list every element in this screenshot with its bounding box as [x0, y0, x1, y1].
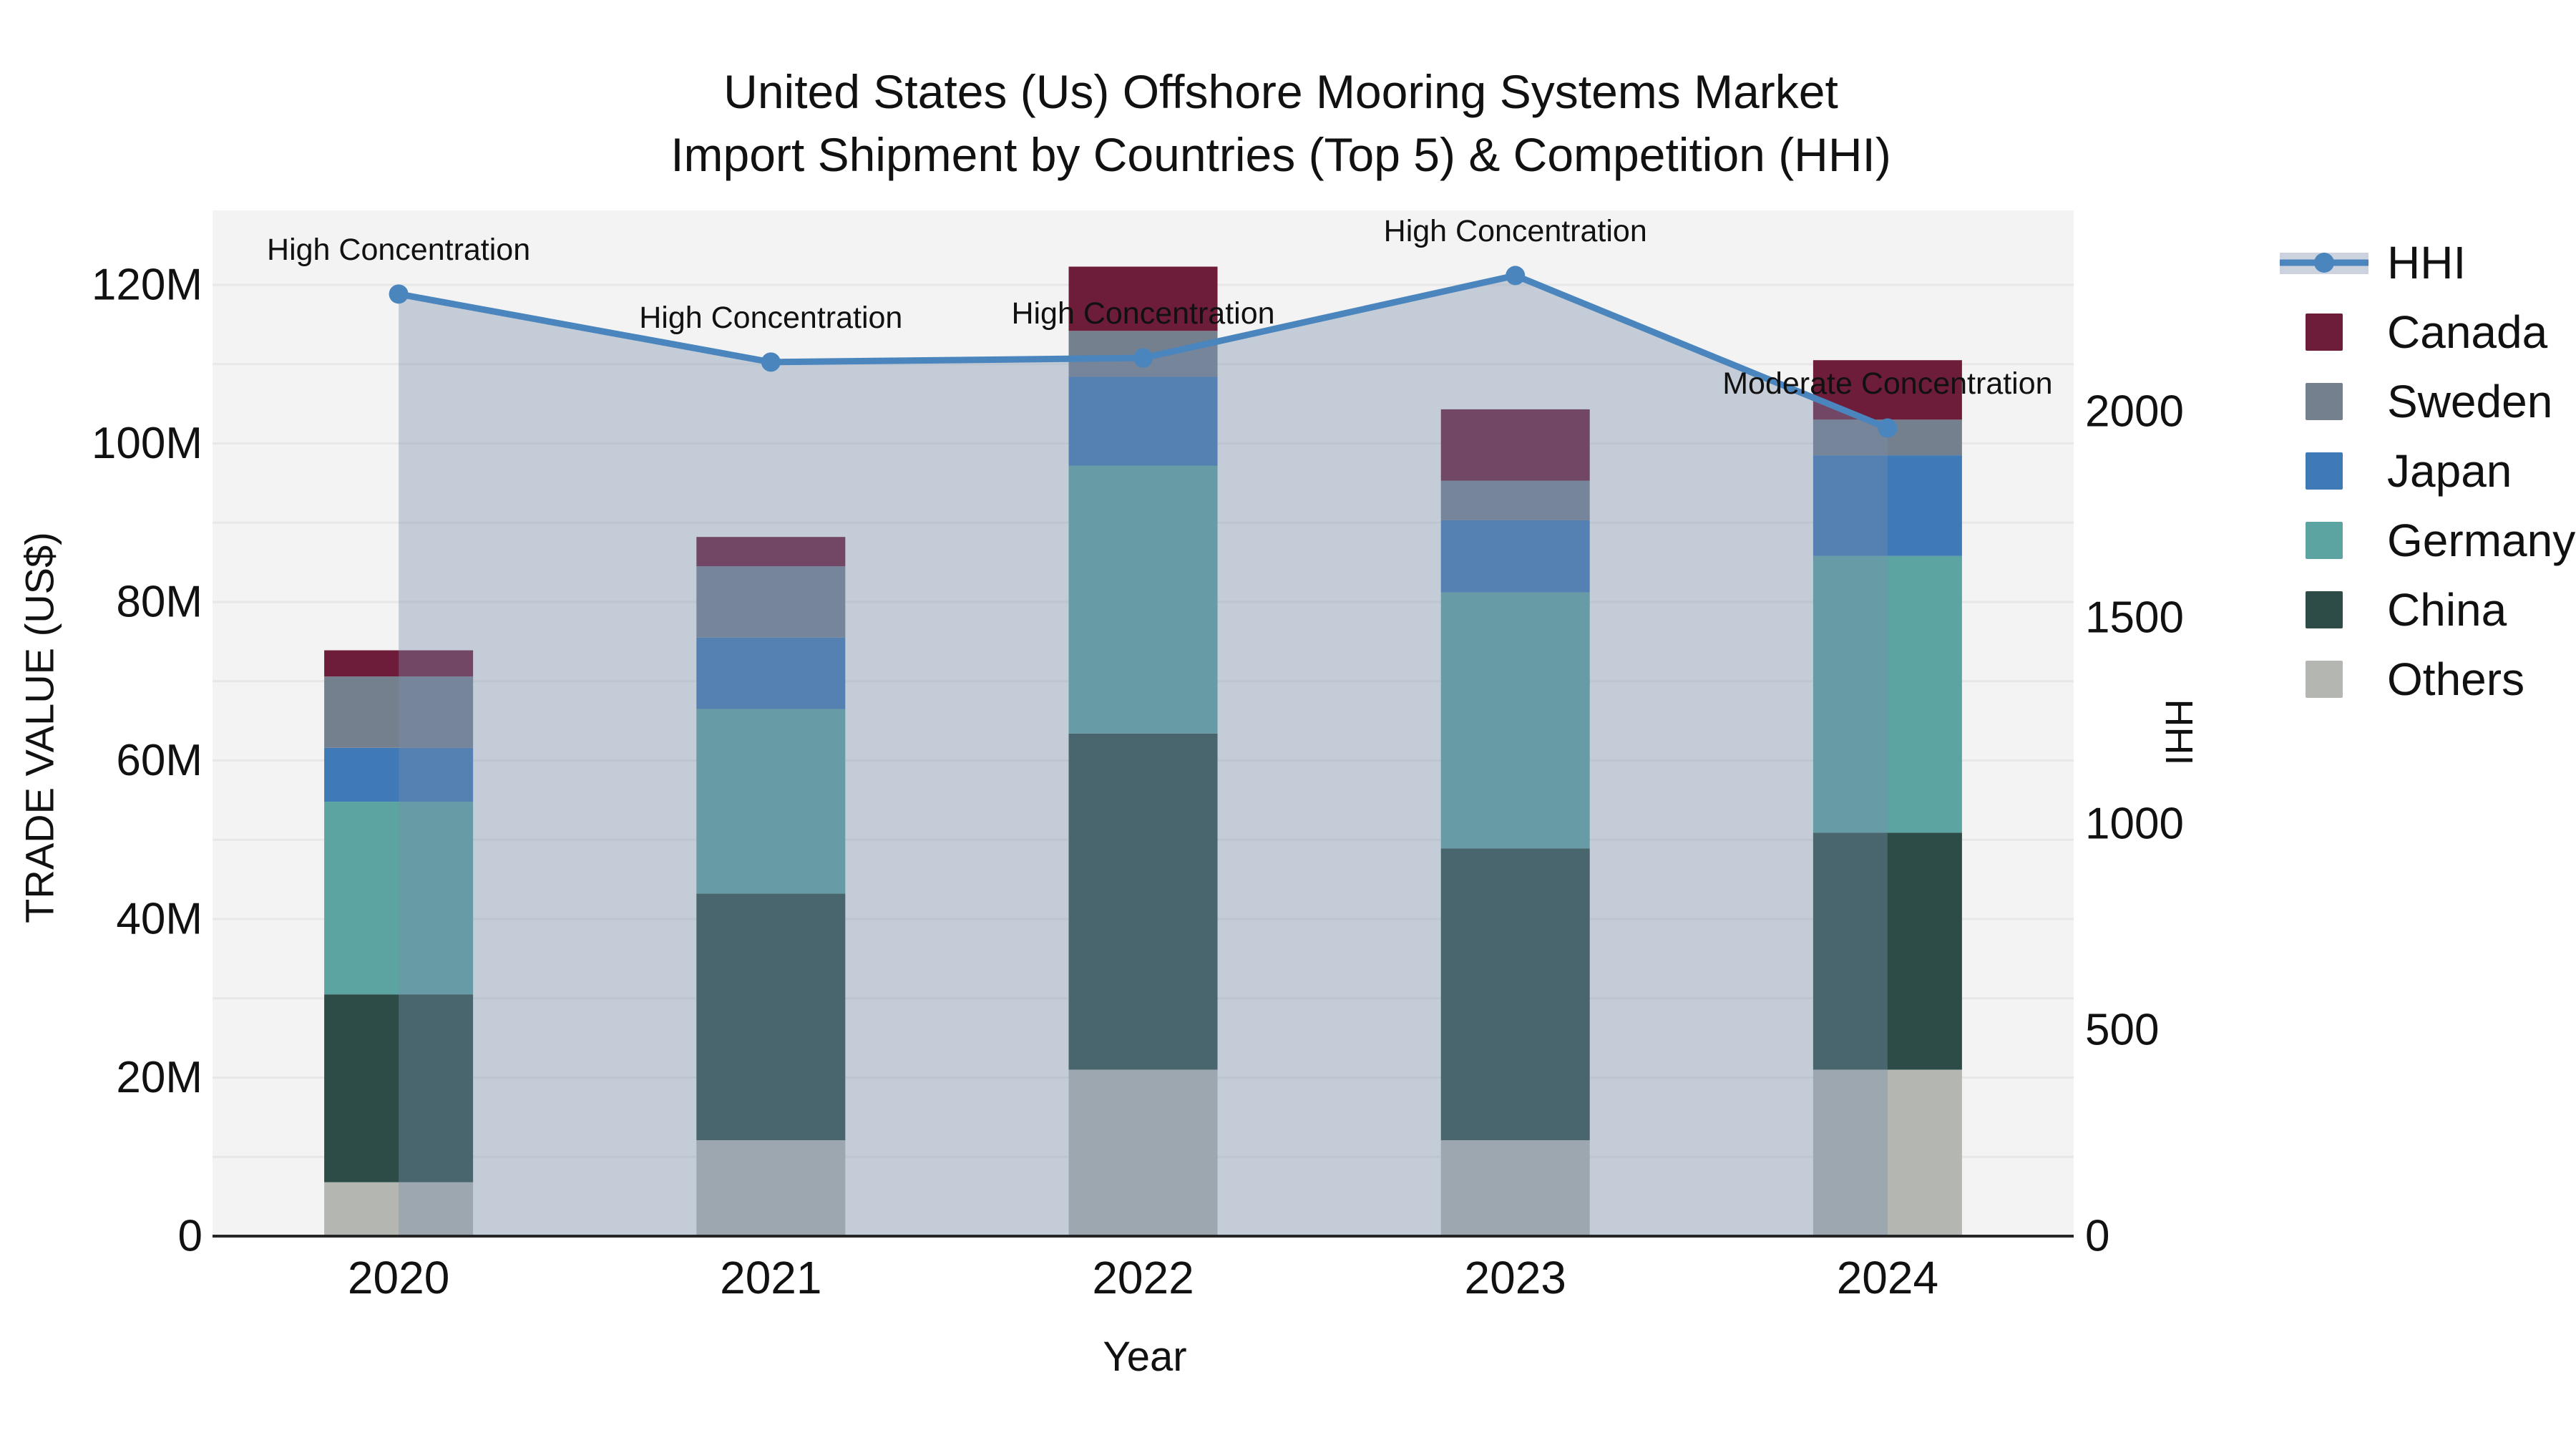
- right-tick-0: 0: [2085, 1212, 2109, 1261]
- color-swatch: [2306, 591, 2343, 628]
- bar-segment-japan-2020: [324, 747, 474, 802]
- bar-segment-japan-2024: [1813, 455, 1962, 556]
- right-axis-title: HHI: [2157, 699, 2200, 766]
- legend-item-canada: Canada: [2280, 297, 2575, 366]
- legend-swatch-canada: [2280, 313, 2368, 351]
- hhi-line-icon: [2280, 241, 2368, 284]
- hhi-marker-2021: [761, 352, 781, 372]
- legend-item-japan: Japan: [2280, 436, 2575, 505]
- x-tick-2023: 2023: [1465, 1252, 1566, 1303]
- bar-segment-sweden-2021: [696, 566, 846, 638]
- chart-title: United States (Us) Offshore Mooring Syst…: [0, 60, 2562, 186]
- legend-swatch-japan: [2280, 452, 2368, 490]
- annotation-2024: Moderate Concentration: [1722, 366, 2052, 401]
- left-tick-40M: 40M: [116, 895, 203, 944]
- bar-segment-others-2024: [1813, 1069, 1962, 1236]
- bar-segment-germany-2024: [1813, 555, 1962, 833]
- color-swatch: [2306, 452, 2343, 490]
- legend-swatch-germany: [2280, 521, 2368, 559]
- bar-segment-japan-2021: [696, 637, 846, 709]
- x-tick-2024: 2024: [1837, 1252, 1938, 1303]
- color-swatch: [2306, 382, 2343, 420]
- left-axis-title: TRADE VALUE (US$): [16, 532, 62, 923]
- left-tick-80M: 80M: [116, 578, 203, 627]
- hhi-area: [399, 275, 1888, 1236]
- x-tick-2021: 2021: [720, 1252, 821, 1303]
- bar-segment-canada-2020: [324, 650, 474, 677]
- hhi-marker-2023: [1506, 266, 1526, 286]
- bar-segment-china-2020: [324, 994, 474, 1182]
- bar-segment-japan-2023: [1440, 520, 1590, 593]
- right-tick-500: 500: [2085, 1006, 2159, 1055]
- bar-segment-china-2022: [1068, 733, 1218, 1070]
- color-swatch: [2306, 313, 2343, 351]
- legend-item-sweden: Sweden: [2280, 366, 2575, 436]
- legend-item-others: Others: [2280, 644, 2575, 714]
- bar-segment-canada-2021: [696, 537, 846, 567]
- legend-item-hhi: HHI: [2280, 228, 2575, 297]
- bar-segment-canada-2023: [1440, 409, 1590, 481]
- left-tick-20M: 20M: [116, 1053, 203, 1102]
- bar-segment-others-2023: [1440, 1139, 1590, 1236]
- legend-label-canada: Canada: [2387, 306, 2548, 358]
- bar-segment-china-2023: [1440, 848, 1590, 1140]
- right-tick-2000: 2000: [2085, 387, 2184, 437]
- legend-swatch-sweden: [2280, 382, 2368, 420]
- bar-segment-sweden-2020: [324, 676, 474, 748]
- legend-item-germany: Germany: [2280, 505, 2575, 575]
- bar-segment-others-2021: [696, 1139, 846, 1236]
- legend-label-hhi: HHI: [2387, 236, 2467, 288]
- right-tick-1000: 1000: [2085, 800, 2184, 849]
- right-tick-1500: 1500: [2085, 593, 2184, 643]
- hhi-marker-2024: [1878, 418, 1898, 438]
- left-tick-0: 0: [178, 1212, 203, 1261]
- left-tick-100M: 100M: [92, 419, 203, 468]
- legend-label-others: Others: [2387, 653, 2525, 705]
- bar-segment-others-2020: [324, 1182, 474, 1236]
- legend-label-china: China: [2387, 583, 2507, 636]
- color-swatch: [2306, 521, 2343, 559]
- bar-segment-sweden-2023: [1440, 480, 1590, 520]
- bar-segment-germany-2021: [696, 709, 846, 894]
- bar-segment-japan-2022: [1068, 376, 1218, 466]
- annotation-2022: High Concentration: [1011, 296, 1274, 331]
- hhi-marker-2020: [389, 284, 409, 304]
- annotation-2020: High Concentration: [267, 233, 530, 267]
- bar-segment-canada-2022: [1068, 266, 1218, 331]
- legend-item-china: China: [2280, 575, 2575, 644]
- chart-title-line1: United States (Us) Offshore Mooring Syst…: [723, 65, 1838, 118]
- legend-label-germany: Germany: [2387, 514, 2576, 566]
- bar-segment-germany-2020: [324, 802, 474, 995]
- chart-title-line2: Import Shipment by Countries (Top 5) & C…: [670, 128, 1891, 181]
- left-tick-60M: 60M: [116, 736, 203, 785]
- bar-segment-others-2022: [1068, 1069, 1218, 1236]
- bottom-axis-title: Year: [1103, 1333, 1187, 1380]
- legend: HHI Canada Sweden Japan Germany China Others: [2280, 228, 2575, 714]
- legend-swatch-china: [2280, 591, 2368, 628]
- bar-segment-china-2021: [696, 893, 846, 1140]
- legend-label-japan: Japan: [2387, 444, 2512, 497]
- left-tick-120M: 120M: [92, 261, 203, 310]
- bar-segment-germany-2022: [1068, 465, 1218, 734]
- legend-swatch-others: [2280, 660, 2368, 698]
- hhi-legend-glyph: [2280, 252, 2368, 274]
- x-tick-2020: 2020: [348, 1252, 449, 1303]
- color-swatch: [2306, 660, 2343, 698]
- annotation-2021: High Concentration: [639, 301, 902, 335]
- hhi-marker-2022: [1133, 348, 1153, 368]
- bar-segment-germany-2023: [1440, 592, 1590, 849]
- legend-label-sweden: Sweden: [2387, 375, 2553, 427]
- bar-segment-china-2024: [1813, 832, 1962, 1070]
- annotation-2023: High Concentration: [1384, 214, 1647, 248]
- x-tick-2022: 2022: [1092, 1252, 1194, 1303]
